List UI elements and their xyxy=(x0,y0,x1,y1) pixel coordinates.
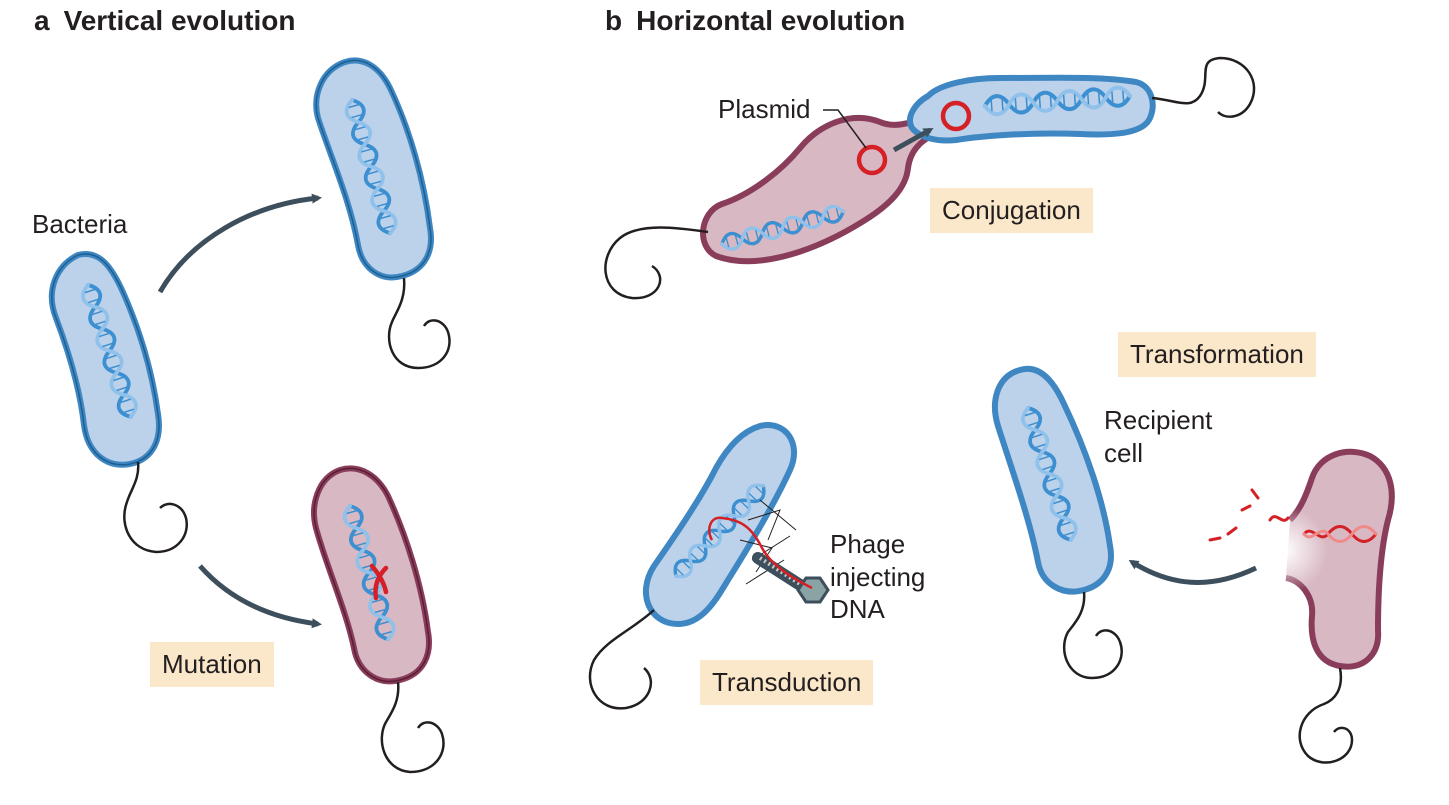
division-arrow-down xyxy=(198,564,322,629)
panel-a-letter: a xyxy=(34,5,50,36)
plasmid-label: Plasmid xyxy=(718,94,811,124)
panel-b-heading: Horizontal evolution xyxy=(636,5,906,36)
bacterium-daughter xyxy=(313,57,451,370)
panel-a-title: a Vertical evolution xyxy=(34,7,295,35)
panel-b-title: b Horizontal evolution xyxy=(605,7,905,35)
bacteria-label: Bacteria xyxy=(32,209,128,239)
bacterium-mutant xyxy=(311,465,445,774)
mutation-tag: Mutation xyxy=(150,642,274,687)
transformation-scene xyxy=(992,365,1395,764)
recipient-label-line1: Recipient xyxy=(1104,405,1213,435)
phage-label-line3: DNA xyxy=(830,594,885,624)
phage-label: Phage injecting DNA xyxy=(830,528,925,626)
division-arrow-up xyxy=(157,193,322,294)
transduction-tag: Transduction xyxy=(700,660,874,705)
phage-label-line2: injecting xyxy=(830,561,926,592)
transformation-tag: Transformation xyxy=(1118,332,1316,377)
transduction-scene xyxy=(588,422,830,710)
transformation-arrow xyxy=(1128,559,1258,585)
recipient-label-line2: cell xyxy=(1104,437,1144,468)
bacterium-source xyxy=(48,251,189,554)
conjugation-tag: Conjugation xyxy=(930,188,1093,233)
panel-b-letter: b xyxy=(605,5,623,36)
panel-a-heading: Vertical evolution xyxy=(63,5,296,36)
conjugation-cells xyxy=(604,56,1256,300)
recipient-cell-label: Recipient cell xyxy=(1104,404,1212,469)
phage-label-line1: Phage xyxy=(830,529,906,559)
